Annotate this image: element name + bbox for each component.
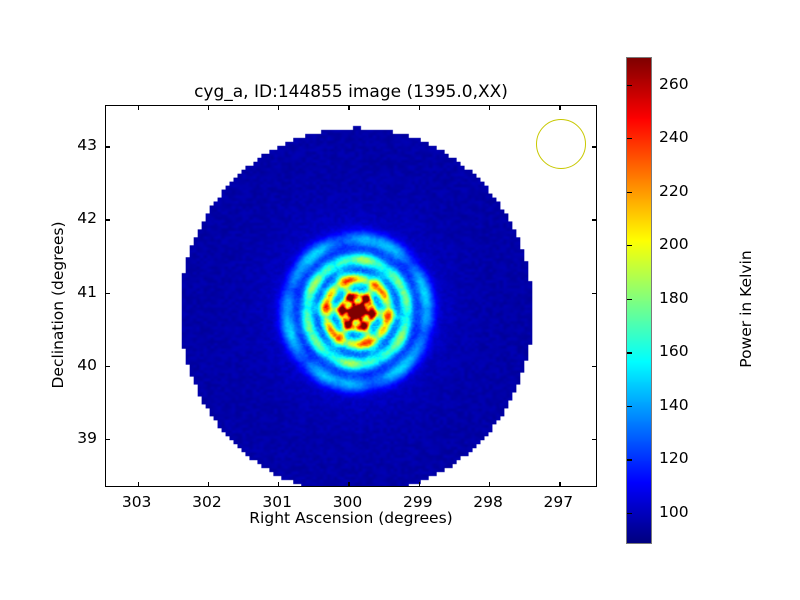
colorbar-tick-mark <box>627 191 632 193</box>
x-tick-label: 299 <box>402 493 433 511</box>
colorbar-label: Power in Kelvin <box>737 250 755 368</box>
y-tick-label: 42 <box>77 209 97 228</box>
colorbar-tick-label: 160 <box>659 342 689 361</box>
y-tick-mark-right <box>592 146 596 148</box>
colorbar-gradient <box>627 58 651 543</box>
colorbar-tick-mark <box>627 512 632 515</box>
beam-circle-annotation <box>536 119 586 169</box>
colorbar-tick-label: 140 <box>659 395 689 414</box>
x-tick-mark-top <box>207 106 210 110</box>
x-tick-mark-top <box>418 106 421 110</box>
colorbar[interactable] <box>626 57 652 544</box>
x-tick-mark <box>278 482 280 486</box>
y-tick-mark-right <box>592 438 596 441</box>
x-tick-label: 297 <box>543 493 574 511</box>
x-tick-mark <box>207 482 210 486</box>
y-tick-label: 39 <box>77 428 97 447</box>
x-tick-mark <box>348 482 350 486</box>
x-tick-mark <box>559 482 561 486</box>
x-tick-label: 301 <box>262 493 292 511</box>
y-tick-label: 43 <box>77 136 97 155</box>
x-tick-label: 300 <box>332 493 363 511</box>
x-tick-mark-top <box>137 106 139 110</box>
colorbar-tick-mark <box>627 245 632 247</box>
colorbar-tick-label: 220 <box>659 181 689 200</box>
colorbar-tick-label: 200 <box>659 235 689 254</box>
x-tick-mark-top <box>559 106 561 110</box>
y-tick-label: 40 <box>77 355 97 374</box>
colorbar-tick-label: 120 <box>659 449 689 468</box>
colorbar-tick-label: 100 <box>659 502 689 521</box>
x-tick-label: 303 <box>121 493 152 511</box>
y-tick-mark-right <box>592 365 596 368</box>
x-tick-mark-top <box>278 106 280 110</box>
y-tick-mark <box>106 219 110 221</box>
y-tick-mark <box>106 438 110 441</box>
x-axis-label: Right Ascension (degrees) <box>249 509 453 527</box>
colorbar-tick-mark <box>627 352 632 354</box>
y-tick-mark-right <box>592 292 596 294</box>
colorbar-tick-mark <box>627 405 632 408</box>
colorbar-tick-mark <box>627 298 632 300</box>
x-tick-label: 302 <box>192 493 222 511</box>
page-title: cyg_a, ID:144855 image (1395.0,XX) <box>194 82 508 102</box>
image-axes[interactable] <box>105 105 597 487</box>
x-tick-mark <box>489 482 491 486</box>
colorbar-tick-label: 260 <box>659 74 689 93</box>
colorbar-tick-mark <box>627 459 632 461</box>
y-tick-mark-right <box>592 219 596 221</box>
y-tick-mark <box>106 292 110 294</box>
colorbar-tick-label: 180 <box>659 288 689 307</box>
y-tick-label: 41 <box>77 282 97 301</box>
x-tick-mark-top <box>348 106 350 110</box>
y-tick-mark <box>106 365 110 368</box>
colorbar-tick-label: 240 <box>659 128 689 147</box>
colorbar-tick-mark <box>627 84 632 86</box>
y-tick-mark <box>106 146 110 148</box>
x-tick-label: 298 <box>473 493 503 511</box>
x-tick-mark-top <box>489 106 491 110</box>
colorbar-tick-mark <box>627 138 632 140</box>
sky-image <box>106 106 596 486</box>
y-axis-label: Declination (degrees) <box>49 221 67 389</box>
x-tick-mark <box>137 482 139 486</box>
x-tick-mark <box>418 482 421 486</box>
